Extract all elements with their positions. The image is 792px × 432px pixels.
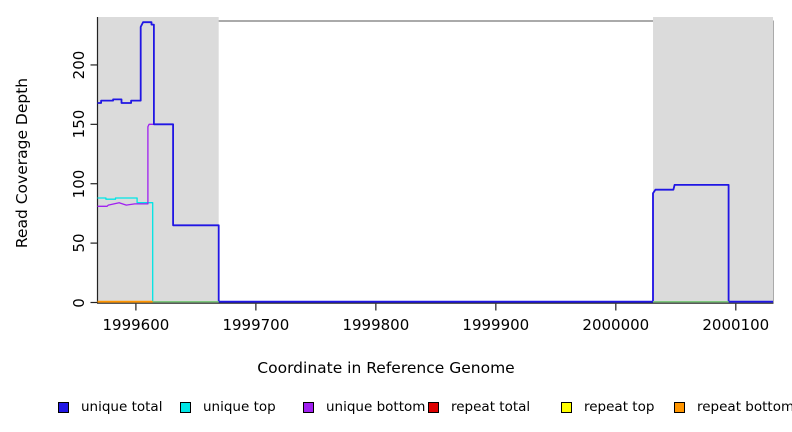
legend-label: repeat bottom: [697, 399, 792, 415]
x-tick-label: 1999600: [102, 316, 170, 334]
y-tick-label: 200: [70, 50, 88, 80]
y-tick-label: 100: [70, 169, 88, 199]
legend-swatch-icon: [303, 401, 314, 413]
legend-label: unique total: [81, 399, 163, 415]
y-axis-title: Read Coverage Depth: [13, 77, 31, 249]
legend-label: unique top: [203, 399, 276, 415]
x-tick-label: 2000000: [582, 316, 650, 334]
legend-swatch-icon: [58, 401, 69, 413]
legend-swatch-icon: [561, 401, 572, 413]
series-unique-top: [97, 197, 773, 303]
shaded-repeat-region-0: [97, 17, 219, 303]
legend-swatch-icon: [180, 401, 191, 413]
x-axis-title: Coordinate in Reference Genome: [257, 359, 515, 377]
x-tick-label: 1999900: [462, 316, 530, 334]
x-tick-label: 2000100: [702, 316, 770, 334]
legend-item-unique-bottom: unique bottom: [303, 399, 425, 415]
x-tick-label: 1999800: [342, 316, 410, 334]
legend-label: repeat total: [451, 399, 531, 415]
legend-item-repeat-total: repeat total: [428, 399, 530, 415]
legend-item-unique-top: unique top: [180, 399, 276, 415]
series-unique-total: [97, 21, 773, 303]
legend-item-repeat-top: repeat top: [561, 399, 654, 415]
legend-swatch-icon: [674, 401, 685, 413]
x-tick-label: 1999700: [222, 316, 290, 334]
chart-legend: unique total unique top unique bottom repea…: [0, 399, 792, 419]
y-tick-label: 50: [70, 233, 88, 253]
y-tick-label: 150: [70, 110, 88, 139]
legend-item-unique-total: unique total: [58, 399, 162, 415]
shaded-repeat-region-1: [653, 17, 773, 303]
legend-label: unique bottom: [326, 399, 426, 415]
legend-item-repeat-bottom: repeat bottom: [674, 399, 792, 415]
legend-swatch-icon: [428, 401, 439, 413]
legend-label: repeat top: [584, 399, 655, 415]
y-tick-label: 0: [70, 297, 88, 308]
